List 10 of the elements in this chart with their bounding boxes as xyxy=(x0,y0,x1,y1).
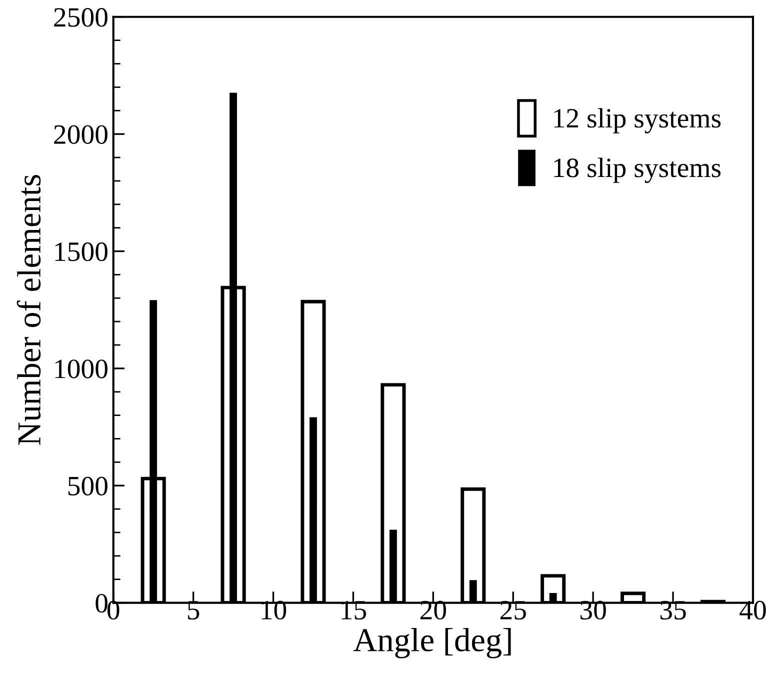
y-tick-label: 2500 xyxy=(54,8,108,27)
legend-label: 18 slip systems xyxy=(554,158,721,183)
y-tick-label: 1000 xyxy=(55,360,108,378)
y-tick-label: 2000 xyxy=(54,125,108,144)
x-tick-label: 40 xyxy=(740,600,766,620)
y-axis-title: Number of elements xyxy=(16,174,41,445)
x-axis-title: Angle [deg] xyxy=(353,628,511,658)
y-tick-label: 500 xyxy=(68,476,108,496)
legend-label: 12 slip systems xyxy=(554,108,721,134)
y-tick-label: 1500 xyxy=(55,242,108,262)
